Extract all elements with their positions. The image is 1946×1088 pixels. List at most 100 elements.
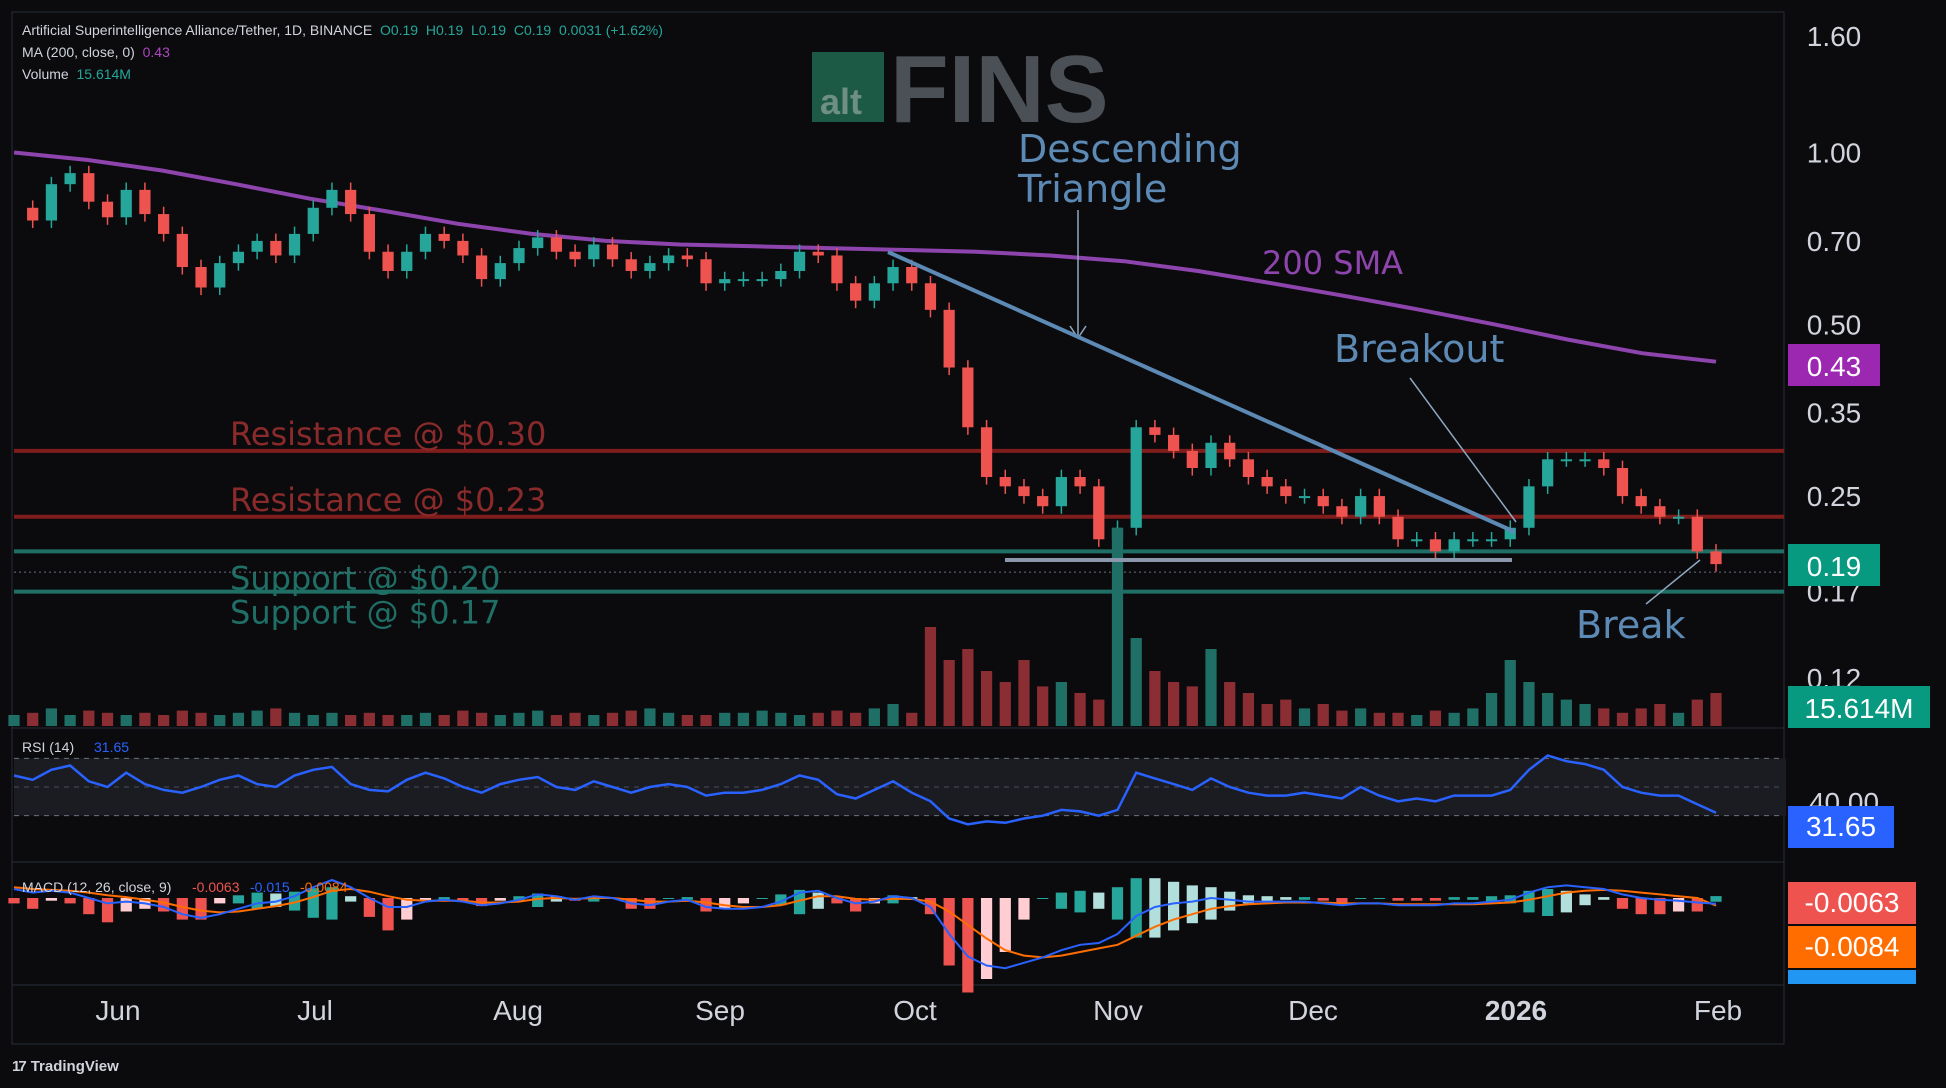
macd-histogram-bar: [27, 898, 39, 909]
candle-body: [1093, 486, 1105, 540]
candle-body: [588, 244, 600, 260]
time-tick-label: Aug: [493, 995, 543, 1026]
price-tag-label: 0.19: [1807, 551, 1862, 582]
macd-pane: MACD (12, 26, close, 9) -0.0063 -0.015 -0.0…: [8, 878, 1916, 993]
signal-tag-bg: [1788, 926, 1916, 968]
volume-bar: [1186, 686, 1198, 726]
breakout-label: Breakout: [1334, 327, 1504, 371]
volume-bar: [457, 710, 469, 726]
volume-bar: [625, 710, 637, 726]
volume-bar: [1280, 699, 1292, 726]
candle-body: [1710, 551, 1722, 565]
volume-bar: [532, 710, 544, 726]
volume-bar: [1710, 693, 1722, 726]
macd-histogram-bar: [1654, 898, 1666, 915]
price-tag-bg: [1788, 686, 1930, 728]
candle-body: [195, 267, 207, 288]
candle-body: [868, 283, 880, 301]
volume-bar: [1560, 699, 1572, 726]
macd-histogram-bar: [214, 898, 226, 904]
macd-histogram-bar: [1111, 887, 1124, 920]
candle-body: [64, 173, 76, 185]
macd-histogram-bar: [1261, 896, 1273, 902]
macd-histogram-bar: [1485, 896, 1498, 902]
volume-bar: [550, 715, 563, 726]
candle-body: [719, 279, 731, 284]
macd-tag-label: -0.0063: [1805, 887, 1900, 918]
volume-bar: [1111, 528, 1124, 726]
macd-histogram-bar: [681, 897, 693, 900]
macd-histogram-bar: [251, 892, 263, 909]
time-tick-label: Jul: [297, 995, 333, 1026]
macd-histogram-bar: [1336, 898, 1348, 904]
candle-body: [1672, 516, 1685, 519]
candle-body: [1336, 506, 1348, 517]
volume-bar: [999, 682, 1011, 726]
volume-bar: [1317, 704, 1329, 726]
tradingview-logo[interactable]: 17 TradingView: [12, 1058, 119, 1075]
candle-body: [1411, 539, 1423, 542]
ma200-path: [13, 150, 1717, 364]
volume-bar: [27, 712, 39, 726]
macd-histogram-bar: [1205, 887, 1217, 920]
time-axis: Jun Jul Aug Sep Oct Nov Dec 2026 Feb: [95, 995, 1742, 1026]
candle-body: [326, 189, 338, 208]
candle-body: [139, 189, 151, 215]
volume-bar: [775, 712, 787, 726]
candle-body: [494, 263, 506, 280]
ma-legend[interactable]: MA (200, close, 0) 0.43: [22, 44, 170, 60]
macd-histogram-bar: [45, 898, 58, 901]
candle-body: [176, 233, 188, 268]
ohlc-high: H0.19: [425, 22, 464, 38]
ma-value: 0.43: [142, 44, 170, 60]
candle-body: [775, 270, 787, 280]
macd-histogram-bar: [83, 898, 95, 915]
volume-bar: [681, 715, 693, 726]
macd-histogram-bar: [1579, 894, 1591, 906]
candle-body: [120, 189, 132, 218]
volume-bar: [513, 712, 525, 726]
candle-body: [532, 237, 544, 249]
macd-histogram-bar: [438, 897, 450, 900]
rsi-line: [13, 754, 1717, 826]
level-label: Resistance @ $0.30: [230, 415, 546, 453]
volume-bar: [1672, 712, 1685, 726]
candle-body: [1579, 459, 1591, 462]
volume-bar: [326, 712, 338, 726]
volume-bar: [1261, 704, 1273, 726]
price-tag-bg: [1788, 344, 1880, 386]
price-tick-label: 0.50: [1807, 309, 1862, 340]
macd-histogram-bar: [1355, 898, 1367, 899]
volume-bar: [1355, 708, 1367, 726]
volume-bar: [887, 704, 899, 726]
macd-histogram-bar: [1598, 897, 1610, 900]
macd-histogram-bar: [1411, 898, 1423, 901]
candle-body: [1654, 506, 1666, 517]
macd-value-tag-bg: [1788, 970, 1916, 984]
break-label: Break: [1576, 603, 1686, 647]
macd-tag-bg: [1788, 882, 1916, 924]
level-label: Resistance @ $0.23: [230, 481, 546, 519]
macd-histogram-bar: [831, 898, 843, 904]
macd-histogram-bar: [1710, 896, 1722, 902]
volume-bar: [1130, 638, 1142, 726]
volume-bar: [1205, 649, 1217, 726]
candle-body: [1186, 450, 1198, 468]
macd-histogram-bar: [793, 889, 806, 915]
candle-body: [1055, 477, 1067, 507]
breakout-arrow: [1409, 377, 1517, 523]
price-tags: 0.43 0.19 15.614M: [1788, 344, 1930, 728]
volume-bar: [1635, 708, 1647, 726]
candle-body: [1018, 486, 1030, 497]
macd-histogram-bar: [158, 898, 170, 912]
volume-bar: [8, 715, 20, 726]
macd-histogram-bar: [382, 898, 394, 931]
macd-histogram-bar: [775, 894, 787, 906]
symbol-header: Artificial Superintelligence Alliance/Te…: [22, 22, 663, 38]
volume-legend[interactable]: Volume 15.614M: [22, 66, 131, 82]
macd-histogram-bar: [532, 893, 544, 907]
price-tick-label: 0.70: [1807, 226, 1862, 257]
macd-histogram-bar: [1074, 890, 1086, 913]
volume-bar: [812, 712, 824, 726]
